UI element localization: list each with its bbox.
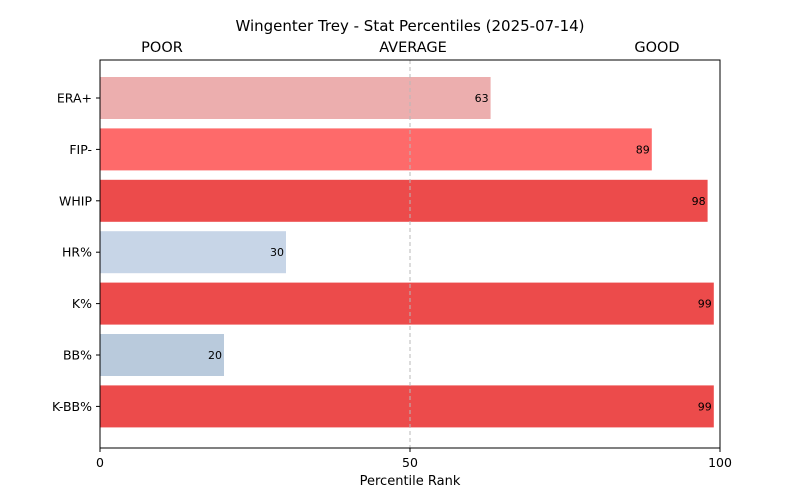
value-label-hr: 30 [270, 246, 284, 259]
x-tick-label-0: 0 [96, 455, 104, 470]
bar-whip [100, 179, 708, 222]
y-tick-label-era: ERA+ [57, 91, 92, 106]
x-axis-label: Percentile Rank [360, 474, 461, 489]
y-tick-label-whip: WHIP [59, 193, 92, 208]
y-tick-label-fip: FIP- [69, 142, 92, 157]
bar-era [100, 77, 491, 119]
bar-fip [100, 128, 652, 171]
bar-k [100, 282, 714, 325]
value-labels-layer: 63 89 98 30 99 20 99 [208, 92, 712, 413]
chart-title: Wingenter Trey - Stat Percentiles (2025-… [235, 17, 584, 35]
bar-k-bb [100, 385, 714, 428]
y-tick-label-k: K% [72, 296, 92, 311]
bars-layer [100, 77, 714, 428]
y-tick-label-k-bb: K-BB% [52, 399, 92, 414]
bar-hr [100, 231, 286, 274]
y-axis: ERA+ FIP- WHIP HR% K% BB% K-BB% [52, 91, 100, 414]
value-label-whip: 98 [692, 195, 706, 208]
value-label-k: 99 [698, 298, 712, 311]
value-label-era: 63 [475, 92, 489, 105]
value-label-bb: 20 [208, 349, 222, 362]
y-tick-label-bb: BB% [63, 348, 92, 363]
x-axis: 0 50 100 [96, 448, 732, 470]
zone-label-poor: POOR [141, 40, 183, 56]
zone-label-average: AVERAGE [379, 40, 447, 56]
value-label-k-bb: 99 [698, 400, 712, 413]
bar-bb [100, 334, 224, 376]
value-label-fip: 89 [636, 143, 650, 156]
zone-label-good: GOOD [634, 40, 679, 56]
y-tick-label-hr: HR% [62, 245, 92, 260]
x-tick-label-100: 100 [708, 455, 732, 470]
x-tick-label-50: 50 [402, 455, 418, 470]
